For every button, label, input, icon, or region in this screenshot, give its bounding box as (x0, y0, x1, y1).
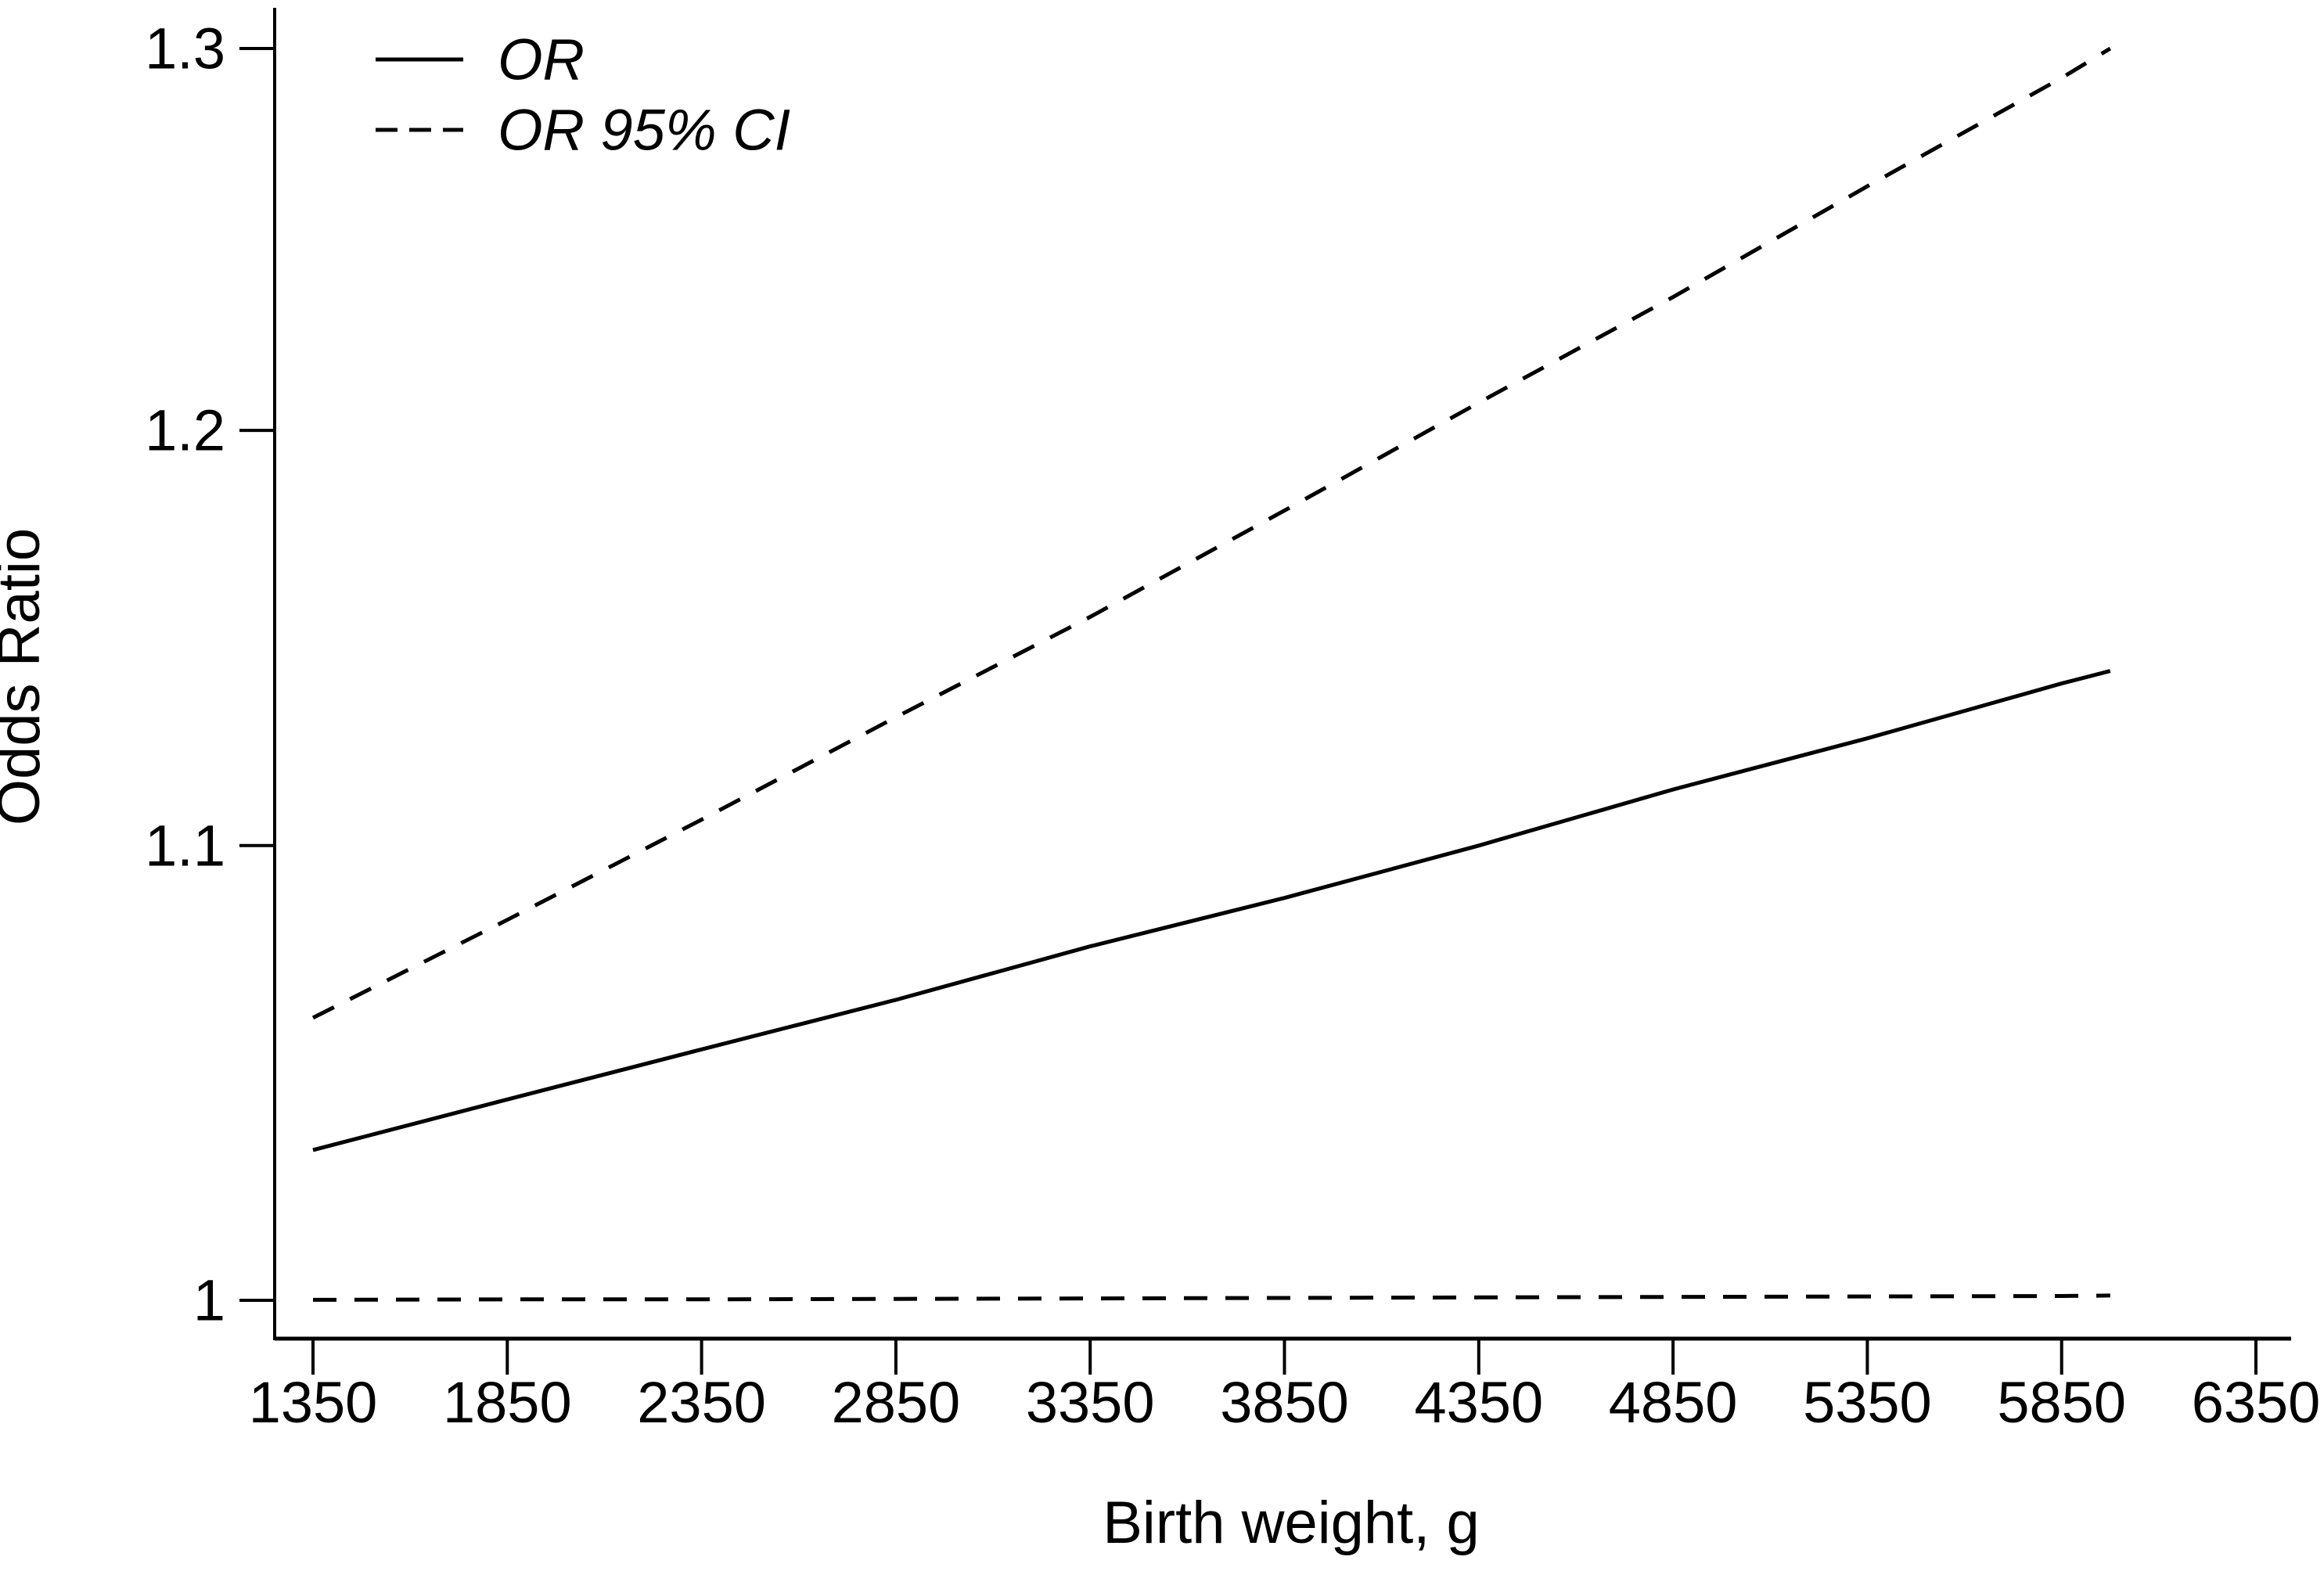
x-axis-title: Birth weight, g (1103, 1490, 1480, 1556)
x-tick-label: 3350 (1026, 1370, 1155, 1435)
x-tick-label: 5850 (1997, 1370, 2126, 1435)
y-tick-label: 1.1 (145, 813, 225, 878)
x-tick-label: 3850 (1220, 1370, 1349, 1435)
or-line (312, 669, 2111, 1152)
y-tick-label: 1 (193, 1268, 225, 1333)
x-tick-label: 1350 (249, 1370, 378, 1435)
ticks-layer: 1.3 1.2 1.1 1 1350 1850 2350 2850 3350 3850 4350 48… (145, 16, 2320, 1436)
x-tick-label: 2350 (637, 1370, 766, 1435)
series-layer (311, 46, 2112, 1302)
x-tick-label: 1850 (443, 1370, 572, 1435)
axes-layer (273, 8, 2291, 1341)
x-tick-label: 2850 (832, 1370, 961, 1435)
legend: OR OR 95% CI (376, 27, 790, 163)
x-tick-label: 4850 (1609, 1370, 1738, 1435)
y-tick-label: 1.3 (145, 16, 225, 81)
legend-ci-label: OR 95% CI (498, 98, 790, 163)
x-tick-label: 4350 (1414, 1370, 1543, 1435)
y-tick-label: 1.2 (145, 398, 225, 463)
x-tick-label: 5350 (1803, 1370, 1932, 1435)
ci-upper-line (311, 46, 2112, 1020)
x-tick-label: 6350 (2192, 1370, 2321, 1435)
ci-lower-line (312, 1293, 2110, 1302)
y-axis-title: Odds Ratio (0, 528, 52, 825)
legend-or-label: OR (498, 27, 585, 92)
